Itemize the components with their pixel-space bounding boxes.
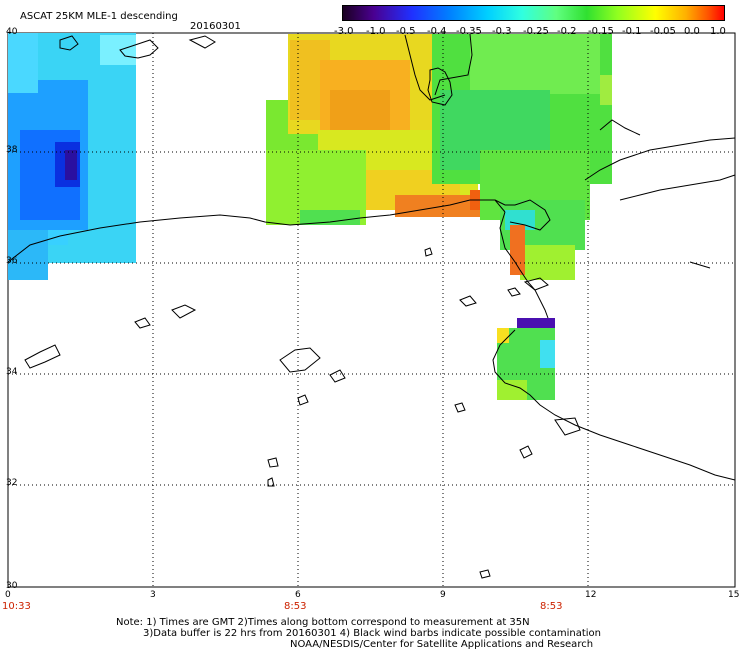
map-date: 20160301: [190, 21, 241, 32]
note-line-1: Note: 1) Times are GMT 2)Times along bot…: [116, 617, 530, 628]
x-tick-label: 0: [5, 590, 11, 600]
colorbar: [342, 5, 725, 21]
y-tick-label: 40: [6, 27, 18, 37]
colorbar-label: 1.0: [710, 26, 726, 37]
wind-swath-east: [432, 34, 612, 280]
x-tick-label: 12: [585, 590, 597, 600]
y-tick-label: 36: [6, 256, 18, 266]
note-line-2: 3)Data buffer is 22 hrs from 20160301 4)…: [143, 628, 601, 639]
map-plot: [7, 32, 736, 588]
colorbar-label: -0.15: [588, 26, 614, 37]
colorbar-label: -0.1: [622, 26, 642, 37]
colorbar-label: -0.4: [427, 26, 447, 37]
colorbar-label: -0.25: [523, 26, 549, 37]
grid-lines: [8, 33, 735, 587]
time-label: 8:53: [284, 601, 307, 612]
y-tick-label: 38: [6, 145, 18, 155]
note-line-3: NOAA/NESDIS/Center for Satellite Applica…: [290, 639, 594, 650]
colorbar-label: -0.05: [650, 26, 676, 37]
y-tick-label: 34: [6, 367, 18, 377]
colorbar-label: -0.5: [396, 26, 416, 37]
x-tick-label: 6: [295, 590, 301, 600]
time-label: 10:33: [2, 601, 31, 612]
coastlines: [7, 33, 736, 579]
colorbar-label: -0.2: [557, 26, 577, 37]
colorbar-label: -1.0: [366, 26, 386, 37]
x-tick-label: 15: [728, 590, 740, 600]
y-tick-label: 32: [6, 478, 18, 488]
colorbar-label: -3.0: [334, 26, 354, 37]
plot-frame: [7, 32, 736, 588]
map-title: ASCAT 25KM MLE-1 descending: [20, 11, 178, 22]
x-tick-label: 9: [440, 590, 446, 600]
wind-swath-south: [497, 318, 555, 400]
colorbar-label: -0.35: [456, 26, 482, 37]
x-tick-label: 3: [150, 590, 156, 600]
colorbar-label: 0.0: [684, 26, 700, 37]
wind-swath-west: [8, 33, 136, 280]
time-label: 8:53: [540, 601, 563, 612]
colorbar-label: -0.3: [492, 26, 512, 37]
y-tick-label: 30: [6, 581, 18, 591]
